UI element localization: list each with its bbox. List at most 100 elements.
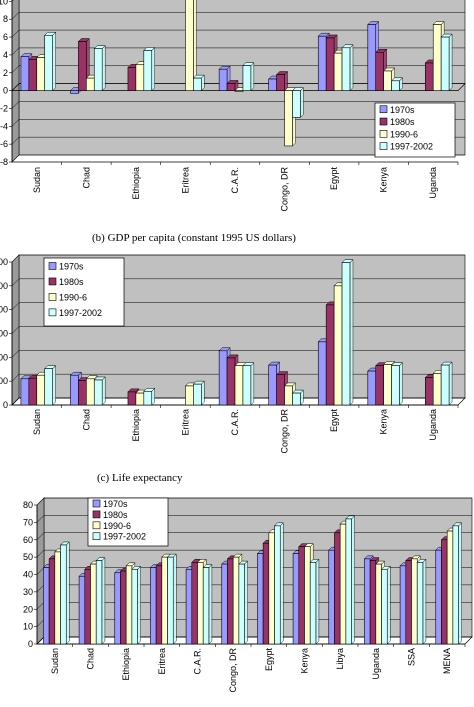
bar-front: [435, 549, 442, 645]
bar-front: [127, 391, 137, 406]
y-tick-label: 0: [28, 639, 33, 649]
gridline-depth: [11, 29, 20, 38]
y-tick-label: 40: [23, 570, 33, 580]
legend-label: 1997-2002: [390, 142, 433, 152]
y-tick-label: 6: [3, 32, 8, 42]
gridline-depth: [11, 254, 20, 263]
bar-side: [201, 380, 205, 406]
category-label: Uganda: [371, 648, 381, 680]
gridline-depth: [36, 584, 45, 593]
bar: [291, 87, 305, 118]
bar-front: [345, 518, 352, 645]
bar-front: [375, 51, 384, 91]
bar: [341, 258, 354, 406]
gridline-depth: [36, 549, 45, 558]
bar-front: [218, 350, 228, 406]
bar-front: [221, 563, 228, 645]
bar-front: [125, 565, 133, 645]
bar-front: [375, 365, 384, 406]
bar-front: [28, 59, 38, 91]
gridline-depth: [36, 532, 45, 540]
y-tick-label: -6: [0, 139, 8, 149]
bar-front: [391, 365, 400, 406]
gridline-depth: [11, 47, 20, 56]
category-label: Congo, DR: [280, 167, 290, 212]
y-tick-label: -2: [0, 103, 8, 113]
legend-box: [87, 497, 169, 547]
bar-front: [226, 83, 236, 91]
gridline-depth: [11, 326, 20, 334]
bar: [93, 45, 106, 92]
bar-front: [416, 562, 424, 645]
gridline-depth: [11, 302, 20, 310]
bar-front: [20, 378, 30, 406]
bar-side: [250, 362, 255, 406]
bar-front: [135, 64, 145, 91]
bar-front: [383, 70, 392, 91]
gridline-depth: [36, 619, 45, 627]
bar-front: [90, 563, 97, 645]
legend-box: [43, 257, 125, 327]
category-label: Kenya: [379, 167, 389, 193]
legend-swatch: [92, 532, 101, 541]
bar-front: [317, 35, 327, 91]
bar: [390, 362, 404, 406]
bar-side: [101, 45, 106, 92]
category-label: MENA: [442, 648, 452, 674]
bar-side: [65, 541, 70, 645]
gridline-depth: [11, 278, 20, 287]
bar-side: [172, 553, 177, 645]
bar-front: [284, 385, 293, 406]
bar-front: [127, 67, 137, 91]
bar-side: [458, 522, 462, 645]
legend-label: 1997-2002: [103, 532, 146, 542]
bar-front: [367, 24, 377, 91]
bar-front: [135, 392, 145, 406]
category-label: Sudan: [32, 167, 42, 193]
category-label: Chad: [86, 648, 96, 670]
bar-front: [86, 378, 95, 406]
bar-front: [191, 562, 198, 645]
bar: [440, 33, 453, 92]
bar-front: [36, 374, 46, 406]
bar-side: [250, 62, 255, 92]
y-tick-label: 80: [23, 500, 33, 510]
bar-front: [44, 368, 53, 406]
bar-front: [440, 364, 450, 406]
y-tick-label: 20: [23, 604, 33, 614]
bar-front: [341, 47, 351, 91]
bar: [273, 522, 284, 645]
bar-front: [197, 562, 204, 645]
y-tick-label: 10: [0, 0, 8, 6]
gridline-depth: [36, 567, 45, 575]
bar-side: [101, 556, 106, 645]
bar-front: [202, 567, 210, 645]
bar-front: [364, 558, 371, 645]
bar-front: [28, 377, 38, 406]
bar-front: [167, 556, 174, 645]
bar: [93, 376, 106, 406]
category-label: C.A.R.: [193, 648, 203, 675]
y-tick-label: 70: [23, 517, 33, 527]
bar-front: [242, 365, 252, 406]
category-label: Eritrea: [180, 167, 190, 194]
legend-label: 1970s: [59, 262, 84, 272]
bar-front: [298, 546, 305, 645]
bar-front: [257, 553, 264, 645]
legend-label: 1970s: [103, 499, 128, 509]
legend-swatch: [48, 308, 57, 317]
bar: [341, 44, 354, 92]
bar-front: [375, 563, 382, 645]
category-label: Libya: [335, 648, 345, 670]
bar-front: [276, 74, 285, 91]
bar: [416, 558, 427, 645]
bar-front: [383, 364, 392, 406]
gridline-depth: [11, 136, 20, 145]
bar-front: [292, 553, 300, 645]
bar-front: [317, 341, 327, 406]
bar-front: [131, 568, 138, 645]
bar-front: [304, 546, 311, 645]
bar-side: [151, 46, 155, 92]
bar: [131, 565, 142, 645]
